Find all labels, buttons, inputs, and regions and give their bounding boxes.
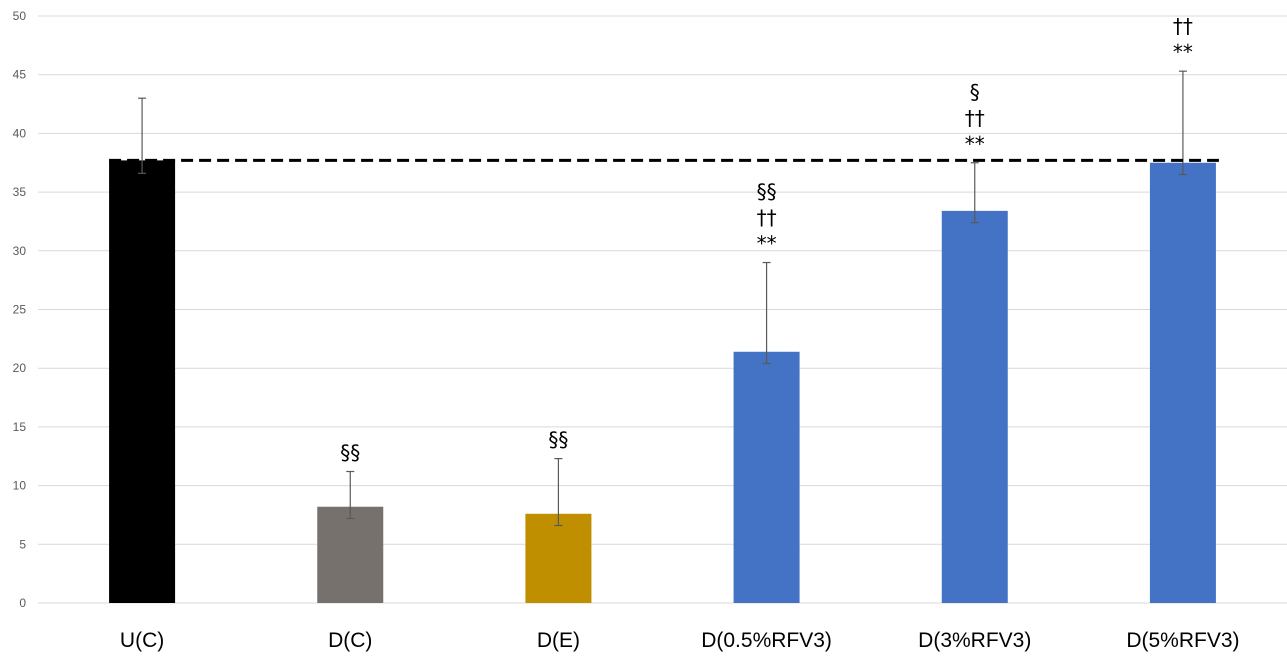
y-axis-tick-labels: 0 5 10 15 20 25 30 35 40 45 50 <box>13 9 27 610</box>
y-tick-label-15: 15 <box>13 420 27 434</box>
bar-6 <box>1149 162 1216 603</box>
y-tick-label-45: 45 <box>13 68 27 82</box>
y-tick-label-30: 30 <box>13 244 27 258</box>
x-tick-label-2: D(C) <box>328 629 372 652</box>
error-bar-6 <box>1178 70 1187 176</box>
bar-4 <box>733 351 800 603</box>
annotation-6-1: †† <box>1173 14 1193 38</box>
error-bars <box>138 70 1187 527</box>
bars <box>109 160 1216 604</box>
bar-2 <box>317 506 384 603</box>
x-tick-label-6: D(5%RFV3) <box>1126 629 1239 652</box>
y-tick-label-25: 25 <box>13 303 27 317</box>
error-bar-2 <box>346 470 355 520</box>
x-tick-label-4: D(0.5%RFV3) <box>701 629 832 652</box>
annotation-5-3: ** <box>965 132 985 156</box>
y-tick-label-40: 40 <box>13 126 27 140</box>
y-tick-label-0: 0 <box>19 596 26 610</box>
annotation-3-1: §§ <box>548 428 568 452</box>
error-bar-3 <box>554 457 563 527</box>
annotation-4-3: ** <box>757 232 777 256</box>
error-bar-5 <box>970 162 979 224</box>
error-bar-4 <box>762 261 771 365</box>
bar-5 <box>941 210 1008 603</box>
significance-annotations: §§§§§§††**§††**††** <box>340 14 1193 464</box>
y-tick-label-20: 20 <box>13 361 27 375</box>
y-tick-label-35: 35 <box>13 185 27 199</box>
y-tick-label-10: 10 <box>13 479 27 493</box>
x-tick-label-1: U(C) <box>120 629 164 652</box>
x-tick-label-3: D(E) <box>537 629 580 652</box>
annotation-2-1: §§ <box>340 441 360 465</box>
annotation-6-2: ** <box>1173 40 1193 64</box>
annotation-5-1: § <box>970 80 980 104</box>
error-bar-1 <box>138 97 147 174</box>
y-tick-label-50: 50 <box>13 9 27 23</box>
annotation-4-2: †† <box>757 206 777 230</box>
bar-1 <box>109 160 176 604</box>
bar-3 <box>525 513 592 603</box>
gridlines <box>38 15 1287 604</box>
x-tick-label-5: D(3%RFV3) <box>918 629 1031 652</box>
x-axis-tick-labels: U(C) D(C) D(E) D(0.5%RFV3) D(3%RFV3) D(5%RFV3… <box>120 629 1240 652</box>
y-tick-label-5: 5 <box>19 537 26 551</box>
annotation-4-1: §§ <box>757 180 777 204</box>
annotation-5-2: †† <box>965 106 985 130</box>
